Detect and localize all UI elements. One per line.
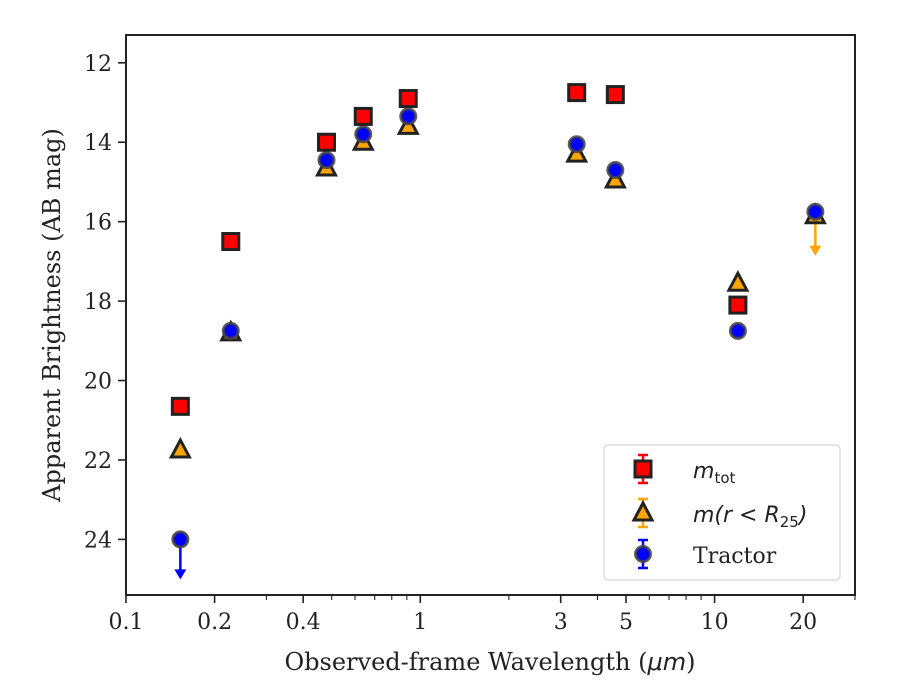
tractor-point [567,135,586,154]
x-tick-label: 5 [619,610,633,635]
data-marks [168,83,827,580]
x-tick-label: 10 [701,610,729,635]
x-tick-label: 0.4 [286,610,321,635]
tractor-point [606,161,625,180]
y-tick-label: 16 [84,211,112,236]
y-tick-label: 20 [84,370,112,395]
y-tick-label: 22 [84,449,112,474]
mtot-point [398,89,418,109]
legend-label-mr25: m(r < R25) [693,503,807,531]
tractor-point [354,125,373,144]
legend-marker-tractor [634,545,652,563]
legend-mr25-sub: 25 [780,513,799,531]
mtot-point [170,396,190,416]
y-tick-label: 18 [84,290,112,315]
x-tick-label: 1 [413,610,427,635]
tractor-upper-limit-arrow-head [174,569,187,580]
axis-ticks: 0.1 0.2 0.4 1 3 5 10 20 12 14 16 18 20 22 24 [84,52,856,635]
legend-label-mtot: mtot [693,459,735,487]
tractor-point [221,321,240,340]
mr25-upper-limit-arrow-head [809,245,822,256]
tractor-point [806,202,825,221]
legend-mtot-base: m [693,459,714,484]
mtot-point [221,232,241,252]
mr25-point [726,270,750,292]
plot-frame [125,34,856,596]
legend: mtot m(r < R25) Tractor [603,444,841,581]
y-tick-label: 24 [84,528,112,553]
legend-marker-mtot [633,459,653,479]
legend-label-tractor: Tractor [693,544,777,569]
y-axis-title: Apparent Brightness (AB mag) [38,128,66,503]
legend-marker-mr25 [631,499,655,522]
mtot-point [605,85,625,105]
mtot-point [567,83,587,103]
x-axis-title: Observed-frame Wavelength (μm) [285,648,696,676]
x-axis-title-suffix: ) [686,648,695,676]
legend-mr25-end: ) [797,503,808,528]
x-axis-title-unit: μm [646,648,686,676]
mtot-point [728,295,748,315]
tractor-point [399,107,418,126]
tractor-point [171,530,190,549]
x-tick-label: 3 [554,610,568,635]
x-tick-label: 0.1 [109,610,144,635]
legend-box [603,444,841,581]
mtot-point [353,106,373,126]
tractor-point [728,321,747,340]
y-tick-label: 12 [84,52,112,77]
legend-markers [631,453,655,570]
tractor-point [317,151,336,170]
mtot-point [316,132,336,152]
legend-mr25-base: m(r < R [693,503,780,528]
x-axis-title-prefix: Observed-frame Wavelength ( [285,648,648,676]
y-tick-label: 14 [84,131,112,156]
legend-mtot-sub: tot [714,469,735,487]
x-tick-label: 20 [789,610,817,635]
mr25-point [168,436,192,459]
x-tick-label: 0.2 [197,610,232,635]
